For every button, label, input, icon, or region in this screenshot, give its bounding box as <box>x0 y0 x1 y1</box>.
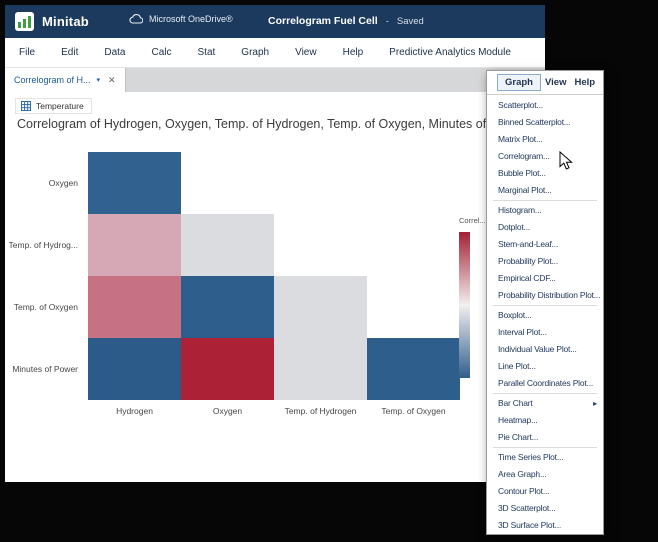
menubar-item-stat[interactable]: Stat <box>197 47 216 58</box>
menu-item-contour-plot[interactable]: Contour Plot... <box>498 486 550 496</box>
menu-item-parallel-coordinates-plot[interactable]: Parallel Coordinates Plot... <box>498 378 594 388</box>
menu-item-bubble-plot[interactable]: Bubble Plot... <box>498 168 546 178</box>
menu-separator <box>493 200 597 201</box>
tab-correlogram[interactable]: Correlogram of H... ▾ ✕ <box>5 68 126 92</box>
tab-label: Correlogram of H... <box>14 75 91 85</box>
heatmap-cell-temp-of-hydrog--oxygen <box>181 214 274 276</box>
close-icon[interactable]: ✕ <box>108 74 116 85</box>
menu-item-correlogram[interactable]: Correlogram... <box>498 151 550 161</box>
menu-tab-graph[interactable]: Graph <box>497 74 541 91</box>
x-axis-label-oxygen: Oxygen <box>212 406 243 416</box>
menu-item-binned-scatterplot[interactable]: Binned Scatterplot... <box>498 117 571 127</box>
menubar-item-calc[interactable]: Calc <box>151 47 172 58</box>
menu-item-matrix-plot[interactable]: Matrix Plot... <box>498 134 543 144</box>
heatmap-cell-temp-of-oxygen--oxygen <box>181 276 274 338</box>
color-legend: Correl... <box>459 216 499 378</box>
worksheet-grid-icon <box>21 101 31 111</box>
legend-gradient-bar <box>459 232 470 378</box>
y-axis-label-oxygen: Oxygen <box>48 178 78 188</box>
menu-item-line-plot[interactable]: Line Plot... <box>498 361 536 371</box>
heatmap-cell-temp-of-hydrog--hydrogen <box>88 214 181 276</box>
menu-item-dotplot[interactable]: Dotplot... <box>498 222 531 232</box>
y-axis-label-minutes-of-power: Minutes of Power <box>12 364 78 374</box>
worksheet-chip[interactable]: Temperature <box>15 98 92 114</box>
worksheet-name: Temperature <box>36 101 84 111</box>
onedrive-label: Microsoft OneDrive® <box>149 14 233 24</box>
context-menu-header: Graph View Help <box>487 71 603 95</box>
minitab-logo-icon <box>15 12 34 31</box>
tab-bar: Correlogram of H... ▾ ✕ <box>5 68 545 92</box>
legend-title: Correl... <box>459 216 486 225</box>
menu-item-scatterplot[interactable]: Scatterplot... <box>498 100 543 110</box>
menu-item-empirical-cdf[interactable]: Empirical CDF... <box>498 273 556 283</box>
menubar-item-edit[interactable]: Edit <box>61 47 79 58</box>
heatmap-cell-minutes-of-power--hydrogen <box>88 338 181 400</box>
menu-item-heatmap[interactable]: Heatmap... <box>498 415 538 425</box>
menubar-item-data[interactable]: Data <box>104 47 126 58</box>
heatmap-cell-minutes-of-power--oxygen <box>181 338 274 400</box>
menubar-item-graph[interactable]: Graph <box>241 47 270 58</box>
menu-tab-help[interactable]: Help <box>574 77 596 88</box>
menu-item-area-graph[interactable]: Area Graph... <box>498 469 547 479</box>
x-axis-label-temp-of-oxygen: Temp. of Oxygen <box>381 406 446 416</box>
mouse-cursor-icon <box>559 151 573 170</box>
menu-item-probability-distribution-plot[interactable]: Probability Distribution Plot... <box>498 290 601 300</box>
heatmap-cell-minutes-of-power--temp-of-hydrogen <box>274 338 367 400</box>
menu-item-individual-value-plot[interactable]: Individual Value Plot... <box>498 344 577 354</box>
menu-item-stem-and-leaf[interactable]: Stem-and-Leaf... <box>498 239 559 249</box>
save-status: Saved <box>396 15 424 27</box>
top-bar: Minitab Microsoft OneDrive® Correlogram … <box>5 5 545 38</box>
menu-separator <box>493 393 597 394</box>
x-axis-label-hydrogen: Hydrogen <box>116 406 153 416</box>
menu-separator <box>493 305 597 306</box>
menu-item-time-series-plot[interactable]: Time Series Plot... <box>498 452 564 462</box>
document-title-group: Correlogram Fuel Cell - Saved <box>268 15 424 27</box>
menubar-item-help[interactable]: Help <box>342 47 364 58</box>
submenu-arrow-icon: ▸ <box>593 399 597 408</box>
heatmap-cell-minutes-of-power--temp-of-oxygen <box>367 338 460 400</box>
chevron-down-icon[interactable]: ▾ <box>96 77 101 84</box>
menubar-item-predictive-analytics-module[interactable]: Predictive Analytics Module <box>389 47 511 58</box>
menu-item-pie-chart[interactable]: Pie Chart... <box>498 432 539 442</box>
menu-item-histogram[interactable]: Histogram... <box>498 205 542 215</box>
menu-bar: File Edit Data Calc Stat Graph View Help Predict… <box>5 38 545 68</box>
graph-menu-panel: Graph View Help Scatterplot... Binned Scatt… <box>486 70 604 535</box>
y-axis-label-temp-of-oxygen: Temp. of Oxygen <box>13 302 78 312</box>
y-axis-label-temp-of-hydrog: Temp. of Hydrog... <box>8 240 78 250</box>
menu-item-boxplot[interactable]: Boxplot... <box>498 310 532 320</box>
menu-tab-view[interactable]: View <box>544 77 567 88</box>
menu-item-marginal-plot[interactable]: Marginal Plot... <box>498 185 552 195</box>
chart-title: Correlogram of Hydrogen, Oxygen, Temp. o… <box>17 117 499 131</box>
minitab-window: Minitab Microsoft OneDrive® Correlogram … <box>5 5 545 482</box>
document-title: Correlogram Fuel Cell <box>268 15 378 27</box>
menu-item-3d-scatterplot[interactable]: 3D Scatterplot... <box>498 503 556 513</box>
heatmap-cell-temp-of-oxygen--temp-of-hydrogen <box>274 276 367 338</box>
onedrive-button[interactable]: Microsoft OneDrive® <box>129 14 233 24</box>
graph-output-area: Temperature Correlogram of Hydrogen, Oxy… <box>5 92 545 482</box>
menu-item-3d-surface-plot[interactable]: 3D Surface Plot... <box>498 520 562 530</box>
context-menu-list: Scatterplot... Binned Scatterplot... Matri… <box>487 95 603 534</box>
menubar-item-file[interactable]: File <box>19 47 36 58</box>
cloud-icon <box>129 14 143 24</box>
menu-separator <box>493 447 597 448</box>
menubar-item-view[interactable]: View <box>295 47 317 58</box>
menu-item-interval-plot[interactable]: Interval Plot... <box>498 327 547 337</box>
menu-item-probability-plot[interactable]: Probability Plot... <box>498 256 558 266</box>
title-separator: - <box>385 15 389 27</box>
heatmap-cell-temp-of-oxygen--hydrogen <box>88 276 181 338</box>
heatmap-cell-oxygen--hydrogen <box>88 152 181 214</box>
x-axis-label-temp-of-hydrogen: Temp. of Hydrogen <box>284 406 357 416</box>
menu-item-bar-chart[interactable]: Bar Chart ▸ <box>487 395 603 412</box>
app-name: Minitab <box>42 14 89 29</box>
correlogram-plot <box>88 152 460 400</box>
